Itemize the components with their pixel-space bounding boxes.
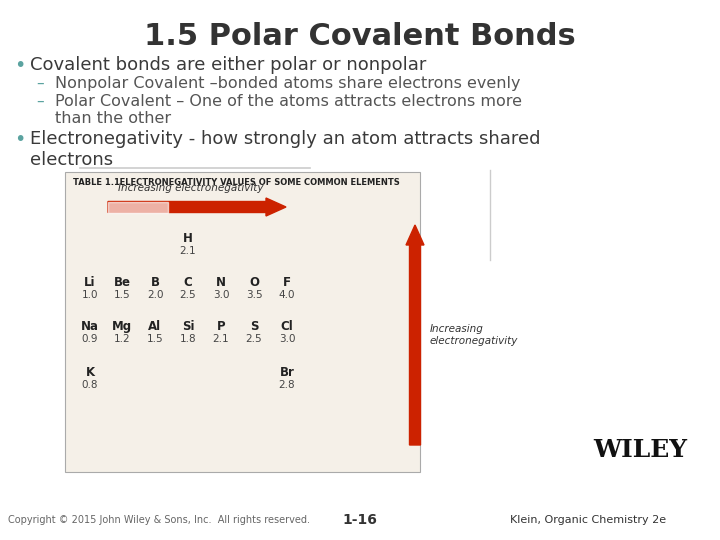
Text: •: •: [14, 130, 25, 149]
Text: TABLE 1.1: TABLE 1.1: [73, 178, 120, 187]
Text: 2.5: 2.5: [246, 334, 262, 344]
Text: Electronegativity - how strongly an atom attracts shared
electrons: Electronegativity - how strongly an atom…: [30, 130, 541, 169]
Text: 2.1: 2.1: [180, 246, 197, 256]
Text: H: H: [183, 232, 193, 245]
Text: 3.0: 3.0: [279, 334, 295, 344]
Text: K: K: [86, 366, 94, 379]
Text: S: S: [250, 320, 258, 333]
Text: 4.0: 4.0: [279, 290, 295, 300]
Text: Al: Al: [148, 320, 161, 333]
Text: 1.2: 1.2: [114, 334, 130, 344]
Text: 0.8: 0.8: [82, 380, 98, 390]
Text: –: –: [36, 94, 44, 109]
Text: Copyright © 2015 John Wiley & Sons, Inc.  All rights reserved.: Copyright © 2015 John Wiley & Sons, Inc.…: [8, 515, 310, 525]
Text: Increasing electronegativity: Increasing electronegativity: [118, 183, 264, 193]
Text: 3.5: 3.5: [246, 290, 262, 300]
FancyArrow shape: [406, 225, 424, 445]
Text: 1.5 Polar Covalent Bonds: 1.5 Polar Covalent Bonds: [144, 22, 576, 51]
Text: ELECTRONEGATIVITY VALUES OF SOME COMMON ELEMENTS: ELECTRONEGATIVITY VALUES OF SOME COMMON …: [111, 178, 400, 187]
Text: Li: Li: [84, 276, 96, 289]
Text: N: N: [216, 276, 226, 289]
Text: 1.5: 1.5: [114, 290, 130, 300]
Text: O: O: [249, 276, 259, 289]
Text: 1-16: 1-16: [343, 513, 377, 527]
Text: 1.8: 1.8: [180, 334, 197, 344]
Text: Covalent bonds are either polar or nonpolar: Covalent bonds are either polar or nonpo…: [30, 56, 426, 74]
Text: Mg: Mg: [112, 320, 132, 333]
Text: WILEY: WILEY: [593, 438, 687, 462]
Text: 0.9: 0.9: [82, 334, 98, 344]
Bar: [108, 201, 168, 213]
Text: 3.0: 3.0: [212, 290, 229, 300]
Text: •: •: [14, 56, 25, 75]
Text: 1.0: 1.0: [82, 290, 98, 300]
Text: 1.5: 1.5: [147, 334, 163, 344]
Text: –: –: [36, 76, 44, 91]
Text: Polar Covalent – One of the atoms attracts electrons more
than the other: Polar Covalent – One of the atoms attrac…: [55, 94, 522, 126]
Text: Si: Si: [181, 320, 194, 333]
Text: 2.5: 2.5: [180, 290, 197, 300]
Text: P: P: [217, 320, 225, 333]
Text: Increasing
electronegativity: Increasing electronegativity: [430, 324, 518, 346]
Text: 2.8: 2.8: [279, 380, 295, 390]
Text: B: B: [150, 276, 160, 289]
FancyArrow shape: [108, 198, 286, 216]
FancyBboxPatch shape: [65, 172, 420, 472]
Text: 2.0: 2.0: [147, 290, 163, 300]
Text: Na: Na: [81, 320, 99, 333]
Text: Nonpolar Covalent –bonded atoms share electrons evenly: Nonpolar Covalent –bonded atoms share el…: [55, 76, 521, 91]
Text: C: C: [184, 276, 192, 289]
Text: Br: Br: [279, 366, 294, 379]
Text: Cl: Cl: [281, 320, 293, 333]
Text: Klein, Organic Chemistry 2e: Klein, Organic Chemistry 2e: [510, 515, 666, 525]
Text: Be: Be: [114, 276, 130, 289]
Text: F: F: [283, 276, 291, 289]
Text: 2.1: 2.1: [212, 334, 229, 344]
